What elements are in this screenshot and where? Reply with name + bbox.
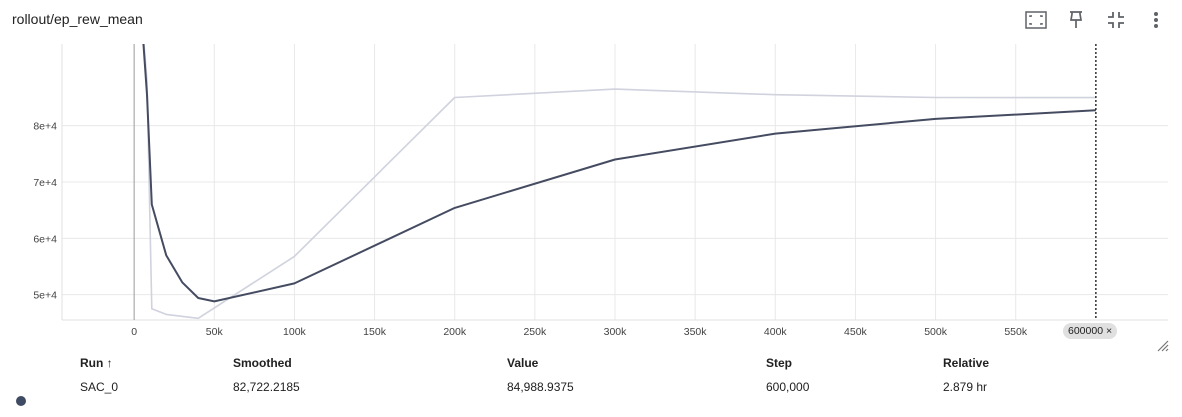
- cell-value: 84,988.9375: [507, 380, 574, 394]
- x-tick-label: 100k: [283, 326, 307, 338]
- column-header-smoothed[interactable]: Smoothed: [233, 356, 292, 370]
- x-tick-label: 50k: [206, 326, 224, 338]
- resize-handle-icon[interactable]: [1157, 340, 1169, 352]
- cell-run: SAC_0: [80, 380, 119, 394]
- x-tick-label: 500k: [924, 326, 948, 338]
- hover-step-badge[interactable]: 600000 ×: [1063, 323, 1118, 339]
- column-header-relative[interactable]: Relative: [943, 356, 990, 370]
- hover-step-label: 600000: [1068, 325, 1104, 337]
- line-chart[interactable]: 0 50k 100k 150k 200k 250k 300k 350k 400k 450k 500k…: [0, 40, 1182, 345]
- x-tick-label: 250k: [523, 326, 547, 338]
- x-tick-label: 450k: [844, 326, 868, 338]
- toolbar: [1016, 6, 1176, 34]
- x-tick-label: 400k: [764, 326, 788, 338]
- y-tick-label: 8e+4: [33, 121, 57, 133]
- pin-button[interactable]: [1056, 6, 1096, 34]
- more-vert-icon: [1154, 12, 1158, 28]
- x-tick-label: 300k: [604, 326, 628, 338]
- y-tick-label: 6e+4: [33, 233, 57, 245]
- fullscreen-exit-button[interactable]: [1096, 6, 1136, 34]
- pin-icon: [1069, 11, 1083, 28]
- column-header-value[interactable]: Value: [507, 356, 539, 370]
- cell-smoothed: 82,722.2185: [233, 380, 300, 394]
- series-line-smoothed: [142, 44, 1096, 303]
- x-tick-label: 550k: [1004, 326, 1028, 338]
- x-tick-label: 350k: [684, 326, 708, 338]
- x-tick-label: 150k: [363, 326, 387, 338]
- close-icon[interactable]: ×: [1106, 325, 1113, 337]
- cell-relative: 2.879 hr: [943, 380, 988, 394]
- column-header-step[interactable]: Step: [766, 356, 793, 370]
- run-color-dot: [16, 396, 26, 406]
- fit-domain-button[interactable]: [1016, 6, 1056, 34]
- card-header: rollout/ep_rew_mean: [0, 0, 1182, 40]
- series-line-value: [143, 44, 1096, 320]
- y-tick-label: 5e+4: [33, 290, 57, 302]
- y-tick-label: 7e+4: [33, 177, 57, 189]
- chart-title: rollout/ep_rew_mean: [12, 11, 143, 27]
- x-tick-label: 200k: [443, 326, 467, 338]
- fit-domain-icon: [1025, 11, 1047, 29]
- x-tick-label: 0: [131, 326, 137, 338]
- column-header-run[interactable]: Run ↑: [80, 356, 113, 370]
- cell-step: 600,000: [766, 380, 810, 394]
- more-options-button[interactable]: [1136, 6, 1176, 34]
- fullscreen-exit-icon: [1108, 12, 1124, 28]
